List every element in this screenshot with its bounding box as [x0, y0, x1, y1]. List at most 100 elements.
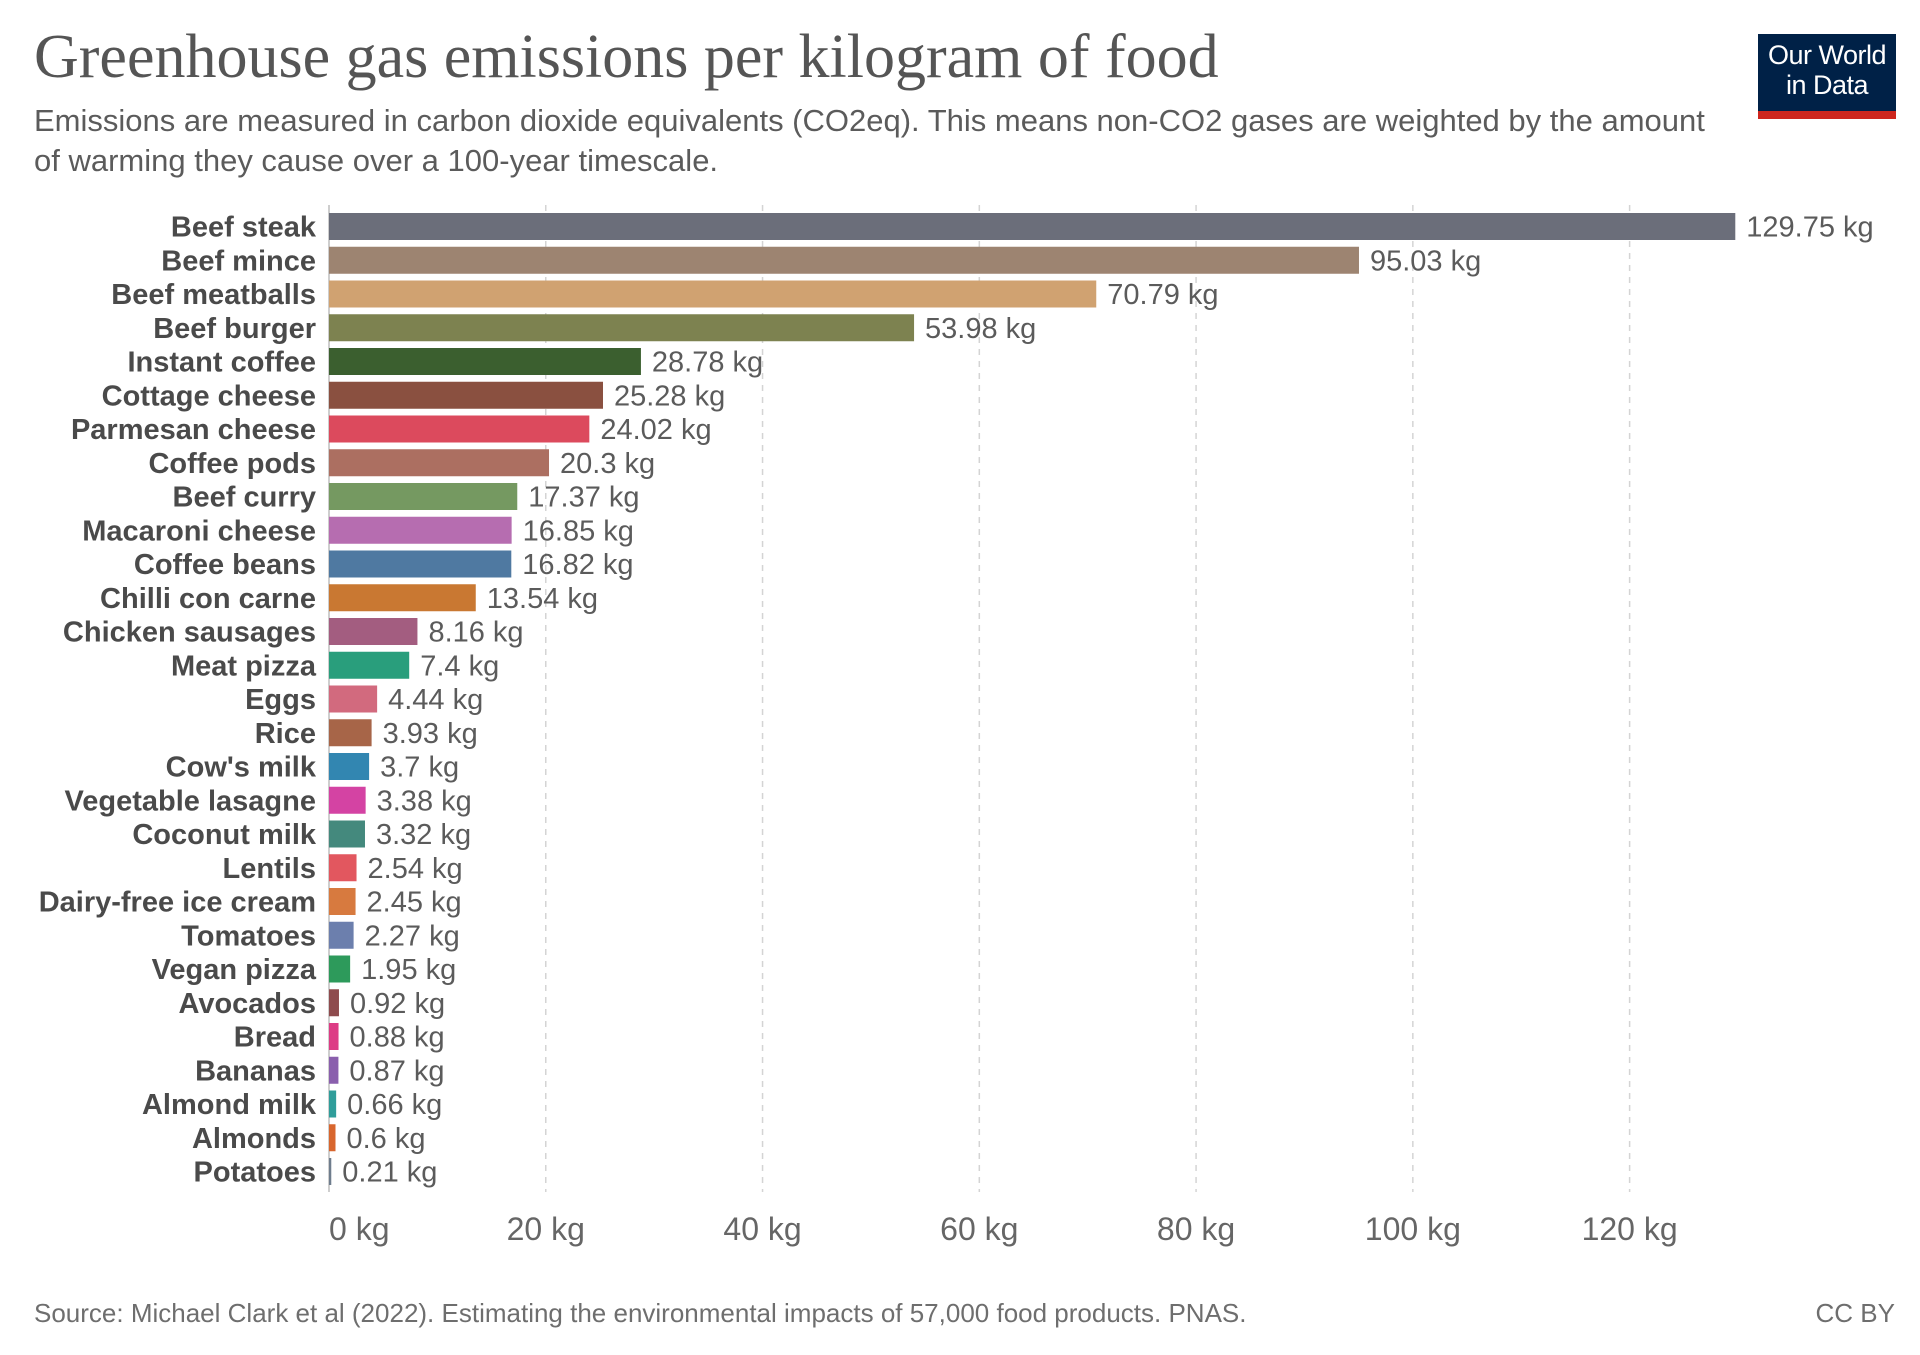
- bar[interactable]: [329, 651, 410, 679]
- value-label: 16.82 kg: [522, 549, 633, 581]
- x-tick-label: 20 kg: [507, 1211, 585, 1247]
- x-tick-label: 120 kg: [1582, 1211, 1678, 1247]
- value-label: 2.27 kg: [365, 920, 460, 952]
- value-labels: 129.75 kg 95.03 kg 70.79 kg 53.98 kg 28.78 k…: [342, 212, 1873, 1189]
- bar[interactable]: [329, 584, 476, 612]
- category-label: Dairy-free ice cream: [39, 887, 316, 919]
- value-label: 0.66 kg: [347, 1089, 442, 1121]
- category-label: Lentils: [223, 853, 316, 885]
- value-label: 0.6 kg: [347, 1123, 426, 1155]
- bar[interactable]: [329, 381, 603, 409]
- bar[interactable]: [329, 719, 372, 747]
- value-label: 95.03 kg: [1370, 245, 1481, 277]
- bar[interactable]: [329, 888, 356, 915]
- bar[interactable]: [329, 314, 915, 342]
- x-tick-label: 60 kg: [940, 1211, 1018, 1247]
- bar[interactable]: [329, 1090, 337, 1118]
- bar[interactable]: [329, 1158, 332, 1185]
- bar[interactable]: [329, 786, 366, 814]
- value-label: 28.78 kg: [652, 347, 763, 379]
- bar[interactable]: [329, 280, 1097, 308]
- bar[interactable]: [329, 246, 1359, 274]
- bar[interactable]: [329, 348, 641, 375]
- bar[interactable]: [329, 550, 512, 578]
- category-label: Cottage cheese: [102, 380, 316, 412]
- category-label: Beef burger: [153, 313, 316, 345]
- license-link[interactable]: CC BY: [1815, 1298, 1895, 1328]
- value-label: 1.95 kg: [361, 954, 456, 986]
- x-tick-label: 0 kg: [329, 1211, 389, 1247]
- category-label: Rice: [255, 718, 316, 750]
- value-label: 129.75 kg: [1746, 212, 1873, 244]
- owid-logo[interactable]: Our World in Data: [1758, 34, 1896, 119]
- value-label: 2.54 kg: [368, 853, 463, 885]
- category-label: Coffee pods: [148, 448, 316, 480]
- logo-line-1: Our World: [1767, 40, 1887, 70]
- bar[interactable]: [329, 921, 354, 949]
- value-label: 70.79 kg: [1107, 279, 1218, 311]
- bar[interactable]: [329, 753, 370, 780]
- bar[interactable]: [329, 449, 550, 477]
- value-label: 16.85 kg: [523, 515, 634, 547]
- category-label: Cow's milk: [166, 752, 317, 784]
- category-label: Chicken sausages: [63, 617, 316, 649]
- category-label: Chilli con carne: [100, 583, 316, 615]
- category-label: Bananas: [195, 1055, 316, 1087]
- bar[interactable]: [329, 989, 339, 1017]
- value-label: 24.02 kg: [600, 414, 711, 446]
- x-tick-label: 100 kg: [1365, 1211, 1461, 1247]
- bar[interactable]: [329, 955, 351, 983]
- category-label: Parmesan cheese: [71, 414, 316, 446]
- bars: [329, 213, 1736, 1185]
- value-label: 3.38 kg: [377, 785, 472, 817]
- category-label: Macaroni cheese: [82, 515, 316, 547]
- value-label: 25.28 kg: [614, 380, 725, 412]
- value-label: 53.98 kg: [925, 313, 1036, 345]
- bar[interactable]: [329, 820, 365, 848]
- category-label: Meat pizza: [171, 650, 317, 682]
- value-label: 3.32 kg: [376, 819, 471, 851]
- x-axis-ticks: 0 kg 20 kg 40 kg 60 kg 80 kg 100 kg 120 kg: [329, 1211, 1678, 1247]
- value-label: 0.87 kg: [349, 1055, 444, 1087]
- category-label: Vegetable lasagne: [65, 785, 316, 817]
- category-label: Coffee beans: [134, 549, 316, 581]
- value-label: 4.44 kg: [388, 684, 483, 716]
- source-note[interactable]: Source: Michael Clark et al (2022). Esti…: [34, 1298, 1247, 1328]
- bar[interactable]: [329, 213, 1736, 240]
- category-label: Beef meatballs: [111, 279, 316, 311]
- logo-line-2: in Data: [1785, 70, 1869, 100]
- bar[interactable]: [329, 685, 378, 713]
- value-label: 20.3 kg: [560, 448, 655, 480]
- category-label: Eggs: [245, 684, 316, 716]
- chart-subtitle: Emissions are measured in carbon dioxide…: [34, 103, 1705, 178]
- value-label: 0.21 kg: [342, 1157, 437, 1189]
- bar[interactable]: [329, 415, 590, 443]
- x-tick-label: 40 kg: [723, 1211, 801, 1247]
- chart-title: Greenhouse gas emissions per kilogram of…: [34, 23, 1219, 91]
- category-label: Instant coffee: [127, 347, 316, 379]
- value-label: 7.4 kg: [420, 650, 499, 682]
- bar[interactable]: [329, 1023, 339, 1050]
- bar[interactable]: [329, 1124, 336, 1152]
- value-label: 17.37 kg: [528, 482, 639, 514]
- value-label: 13.54 kg: [487, 583, 598, 615]
- category-label: Coconut milk: [132, 819, 317, 851]
- bar[interactable]: [329, 618, 418, 645]
- bar[interactable]: [329, 1056, 339, 1084]
- category-label: Avocados: [178, 988, 316, 1020]
- category-label: Tomatoes: [181, 920, 316, 952]
- category-label: Beef mince: [161, 245, 316, 277]
- category-label: Beef curry: [173, 482, 316, 514]
- x-tick-label: 80 kg: [1157, 1211, 1235, 1247]
- bar[interactable]: [329, 483, 518, 510]
- category-label: Vegan pizza: [152, 954, 317, 986]
- bar[interactable]: [329, 516, 512, 544]
- value-label: 3.7 kg: [380, 752, 459, 784]
- value-label: 3.93 kg: [383, 718, 478, 750]
- category-label: Almond milk: [142, 1089, 317, 1121]
- category-label: Bread: [234, 1022, 316, 1054]
- bar[interactable]: [329, 854, 357, 882]
- value-label: 0.88 kg: [350, 1022, 445, 1054]
